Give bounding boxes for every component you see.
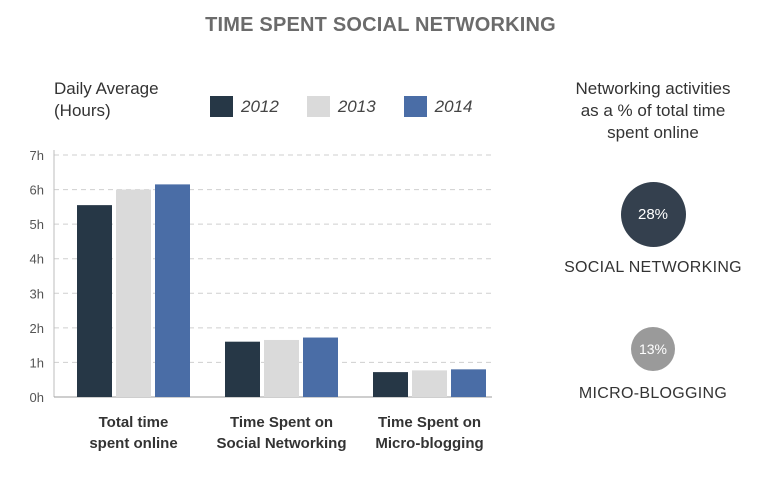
bar-2014-group-3 — [451, 369, 486, 397]
side-title-line-2: as a % of total time — [580, 101, 726, 120]
x-category-label-3-line-2: Micro-blogging — [375, 435, 483, 452]
y-tick-label-6h: 6h — [30, 183, 44, 198]
stat-label-social-networking: SOCIAL NETWORKING — [564, 259, 742, 276]
bar-2012-group-2 — [225, 341, 260, 397]
y-tick-label-4h: 4h — [30, 252, 44, 267]
legend-item-2014: 2014 — [403, 96, 473, 117]
y-tick-label-2h: 2h — [30, 321, 44, 336]
stat-label-micro-blogging: MICRO-BLOGGING — [578, 385, 728, 402]
side-title-line-3: spent online — [607, 123, 699, 142]
percent-circle-social-networking: 28% — [620, 182, 686, 247]
x-category-label-1-line-2: spent online — [89, 435, 177, 452]
bar-2012-group-3 — [373, 372, 408, 397]
percent-circle-micro-blogging: 13% — [631, 327, 675, 371]
x-category-label-2-line-1: Time Spent on — [230, 414, 333, 431]
bar-2014-group-1 — [155, 184, 190, 397]
legend-swatch-2013 — [306, 96, 330, 117]
legend: 2012 2013 2014 — [210, 96, 500, 117]
y-axis-label-line-2: (Hours) — [54, 101, 111, 120]
x-category-label-1-line-1: Total time — [99, 414, 169, 431]
bar-2014-group-2 — [303, 337, 338, 397]
bar-2013-group-2 — [264, 339, 299, 397]
side-title-line-1: Networking activities — [575, 79, 731, 98]
legend-label-2014: 2014 — [434, 96, 473, 116]
legend-swatch-2014 — [403, 96, 427, 117]
legend-swatch-2012 — [210, 96, 233, 117]
y-tick-label-7h: 7h — [30, 148, 44, 163]
bar-2013-group-3 — [412, 370, 447, 397]
y-tick-label-0h: 0h — [30, 390, 44, 405]
bar-2013-group-1 — [116, 189, 151, 397]
stat-social-networking: 28% SOCIAL NETWORKING — [555, 182, 751, 277]
legend-item-2013: 2013 — [306, 96, 376, 117]
y-tick-label-5h: 5h — [30, 217, 44, 232]
chart-title: TIME SPENT SOCIAL NETWORKING — [205, 14, 556, 36]
legend-item-2012: 2012 — [210, 96, 279, 117]
side-panel-title: Networking activities as a % of total ti… — [555, 78, 751, 144]
y-axis-label: Daily Average (Hours) — [54, 78, 159, 122]
y-axis-label-line-1: Daily Average — [54, 79, 159, 98]
bar-2012-group-1 — [77, 205, 112, 397]
legend-label-2013: 2013 — [337, 96, 376, 116]
x-category-label-2-line-2: Social Networking — [216, 435, 346, 452]
legend-label-2012: 2012 — [241, 96, 279, 116]
percent-value-micro-blogging: 13% — [638, 341, 668, 357]
percent-value-social-networking: 28% — [637, 206, 669, 223]
x-category-label-3-line-1: Time Spent on — [378, 414, 481, 431]
y-tick-label-3h: 3h — [30, 286, 44, 301]
y-tick-label-1h: 1h — [30, 355, 44, 370]
stat-micro-blogging: 13% MICRO-BLOGGING — [555, 327, 751, 403]
